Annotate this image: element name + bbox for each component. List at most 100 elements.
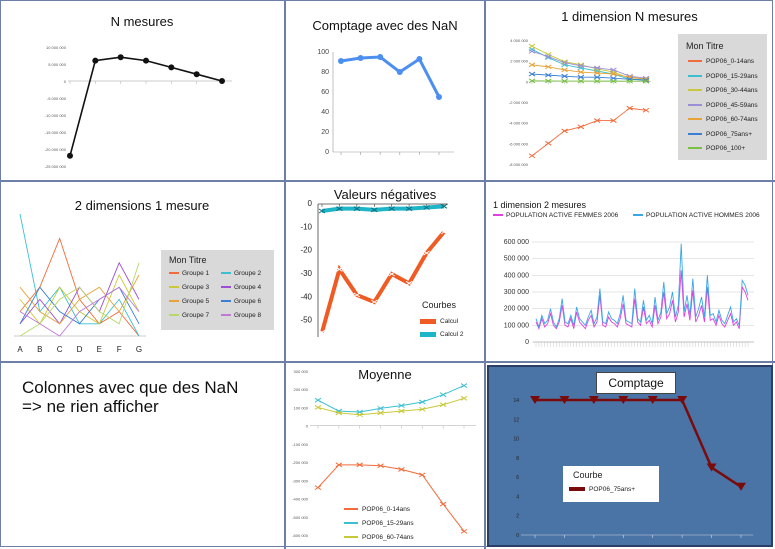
x-tick-label: G bbox=[136, 345, 142, 354]
y-tick-label: 0 bbox=[526, 79, 529, 84]
legend-item: Groupe 7 bbox=[169, 312, 209, 319]
series-line bbox=[531, 64, 647, 80]
data-point bbox=[626, 105, 633, 111]
legend-item-label: POP06_75ans+ bbox=[589, 486, 636, 493]
series-line bbox=[317, 464, 465, 532]
legend-item-label: POP06_75ans+ bbox=[706, 130, 753, 138]
y-tick-label: 80 bbox=[321, 69, 329, 76]
chart-2dim-1-mesure: A B C D E F G bbox=[14, 213, 146, 354]
y-tick-label: 4 bbox=[516, 494, 519, 500]
data-point bbox=[423, 250, 430, 256]
y-tick-label: 12 bbox=[513, 417, 519, 423]
data-point bbox=[593, 70, 601, 76]
data-point bbox=[353, 206, 361, 212]
legend-item-label: Groupe 1 bbox=[182, 270, 210, 277]
series-line bbox=[340, 55, 441, 98]
data-point bbox=[67, 152, 73, 159]
data-point bbox=[314, 405, 322, 410]
legend-item-label: POP06_15-29ans bbox=[706, 72, 758, 80]
grid-divider bbox=[0, 361, 775, 363]
legend-item: Groupe 2 bbox=[221, 270, 261, 277]
chart-title-moyenne: Moyenne bbox=[358, 367, 412, 382]
data-point bbox=[377, 410, 384, 416]
y-tick-label: 20 bbox=[321, 129, 329, 136]
y-tick-label: -10 000 000 bbox=[45, 113, 67, 118]
nan-columns-message: Colonnes avec que des NaN => ne rien aff… bbox=[22, 378, 239, 416]
grid-divider bbox=[0, 180, 775, 182]
chart-1dim-2-mesures: 600 000 500 000 400 000 300 000 200 000 100 0… bbox=[504, 239, 754, 347]
data-point bbox=[736, 482, 746, 491]
data-point bbox=[419, 399, 426, 405]
data-point bbox=[117, 54, 124, 61]
legend-title: Courbes bbox=[422, 300, 457, 310]
data-point bbox=[561, 73, 568, 79]
legend-item-label: POP06_45-59ans bbox=[706, 101, 758, 109]
legend-item: POP06_75ans+ bbox=[569, 486, 635, 493]
y-tick-label: 0 bbox=[525, 339, 529, 346]
data-point bbox=[371, 299, 378, 305]
y-tick-label: 100 bbox=[317, 49, 329, 56]
series-line bbox=[317, 385, 465, 413]
data-point bbox=[577, 74, 585, 80]
y-tick-label: 200 000 bbox=[294, 387, 309, 392]
y-tick-label: -20 bbox=[300, 246, 312, 255]
y-tick-label: -400 000 bbox=[292, 497, 309, 502]
chart-comptage-nan: 100 80 60 40 20 0 bbox=[317, 49, 454, 156]
legend-item-label: POP06_60-74ans bbox=[706, 116, 758, 123]
y-tick-label: 4 000 000 bbox=[510, 38, 529, 43]
legend-item: Groupe 4 bbox=[221, 284, 261, 291]
legend-item: POP06_75ans+ bbox=[688, 131, 752, 138]
y-tick-label: -10 bbox=[300, 222, 312, 231]
chart-title-n-mesures: N mesures bbox=[110, 14, 174, 29]
legend-item-label: POP06_0-14ans bbox=[362, 506, 411, 513]
x-tick-label: B bbox=[37, 345, 42, 354]
data-point bbox=[193, 71, 200, 78]
chart-moyenne: 300 000 200 000 100 000 0 -100 000 -200 000 -3… bbox=[292, 369, 476, 538]
data-point bbox=[371, 207, 378, 213]
series-line bbox=[317, 397, 465, 416]
data-point bbox=[419, 472, 426, 478]
chart-n-mesures: 10 000 000 5 000 000 0 -5 000 000 -10 000 00… bbox=[45, 45, 232, 169]
x-tick-label: A bbox=[17, 345, 23, 354]
chart-title-valeurs-negatives: Valeurs négatives bbox=[333, 187, 437, 202]
data-point bbox=[338, 58, 344, 64]
y-tick-label: 100 000 bbox=[294, 405, 309, 410]
grid-divider bbox=[484, 0, 486, 549]
legend-item-label: Groupe 3 bbox=[182, 284, 210, 291]
y-tick-label: -15 000 000 bbox=[45, 130, 67, 135]
legend-1dim-n-mesures: Mon Titre POP06_0-14ans POP06_15-29ans POP… bbox=[678, 34, 767, 160]
legend-comptage: Courbe POP06_75ans+ bbox=[563, 466, 659, 502]
data-point bbox=[405, 280, 413, 286]
data-point bbox=[388, 206, 395, 212]
y-tick-label: 2 bbox=[516, 514, 519, 520]
y-tick-label: -8 000 000 bbox=[509, 162, 529, 167]
series-line bbox=[19, 274, 140, 325]
data-point bbox=[577, 69, 585, 75]
y-tick-label: 300 000 bbox=[504, 289, 529, 296]
data-point bbox=[439, 402, 447, 408]
legend-item-label: POP06_30-44ans bbox=[706, 87, 758, 94]
y-tick-label: 14 bbox=[513, 398, 519, 404]
data-point bbox=[423, 205, 430, 210]
legend-item: Groupe 6 bbox=[221, 298, 261, 305]
chart-title-1dim-2-mesures: 1 dimension 2 mesures bbox=[493, 200, 587, 210]
data-point bbox=[398, 466, 405, 472]
x-tick-label: F bbox=[117, 345, 122, 354]
y-tick-label: -5 000 000 bbox=[47, 96, 67, 101]
legend-item: POP06_0-14ans bbox=[344, 506, 410, 513]
series-line bbox=[320, 230, 446, 333]
legend-1dim-2-mesures: POPULATION ACTIVE FEMMES 2006 POPULATION … bbox=[493, 212, 773, 224]
legend-item: POPULATION ACTIVE HOMMES 2006 bbox=[633, 212, 760, 219]
data-point bbox=[314, 485, 322, 491]
y-tick-label: -25 000 000 bbox=[45, 164, 67, 169]
y-tick-label: 0 bbox=[325, 149, 329, 156]
data-point bbox=[398, 403, 405, 409]
legend-moyenne: POP06_0-14ans POP06_15-29ans POP06_60-74an… bbox=[344, 496, 464, 544]
legend-item-label: POP06_0-14ans bbox=[706, 58, 755, 65]
data-point bbox=[388, 271, 395, 277]
data-point bbox=[642, 78, 650, 84]
y-tick-label: 2 000 000 bbox=[510, 59, 529, 64]
data-point bbox=[528, 153, 536, 159]
legend-2dim-1-mesure: Mon Titre Groupe 1 Groupe 2 Groupe 3 Groupe… bbox=[161, 250, 274, 330]
data-point bbox=[357, 55, 364, 61]
